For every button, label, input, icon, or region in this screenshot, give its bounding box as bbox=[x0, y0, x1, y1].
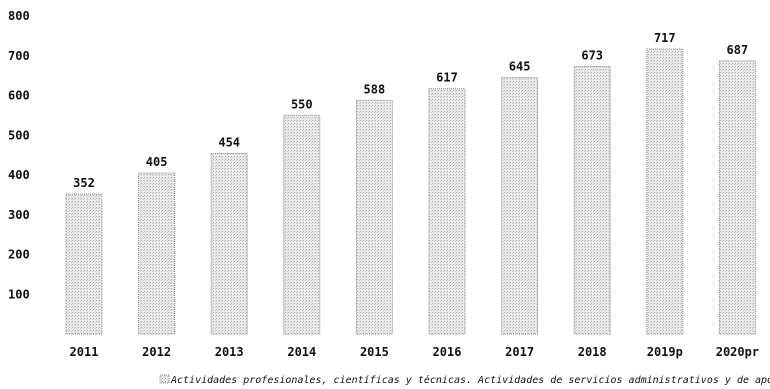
x-tick-label: 2017 bbox=[505, 345, 534, 359]
data-label: 687 bbox=[727, 43, 749, 57]
y-tick-label: 700 bbox=[8, 49, 30, 63]
bar bbox=[573, 65, 611, 335]
x-tick-label: 2012 bbox=[142, 345, 171, 359]
x-tick-label: 2011 bbox=[70, 345, 99, 359]
y-tick-label: 500 bbox=[8, 128, 30, 142]
data-label: 405 bbox=[146, 155, 168, 169]
y-tick-label: 400 bbox=[8, 168, 30, 182]
data-label: 550 bbox=[291, 97, 313, 111]
y-tick-label: 200 bbox=[8, 248, 30, 262]
x-tick-label: 2016 bbox=[433, 345, 462, 359]
x-tick-label: 2014 bbox=[287, 345, 316, 359]
bar bbox=[646, 48, 684, 335]
bar bbox=[283, 114, 321, 335]
y-axis: 100 200 300 400 500 600 700 800 bbox=[8, 9, 30, 301]
x-tick-label: 2015 bbox=[360, 345, 389, 359]
data-label: 588 bbox=[364, 82, 386, 96]
bar bbox=[138, 172, 176, 335]
bar bbox=[501, 77, 539, 335]
x-axis: 2011 2012 2013 2014 2015 2016 2017 2018 2019p 202… bbox=[70, 345, 760, 359]
legend-swatch bbox=[159, 374, 170, 384]
y-tick-label: 300 bbox=[8, 208, 30, 222]
data-label: 717 bbox=[654, 31, 676, 45]
y-tick-label: 100 bbox=[8, 287, 30, 301]
x-tick-label: 2018 bbox=[578, 345, 607, 359]
data-label: 352 bbox=[73, 176, 95, 190]
x-tick-label: 2020pr bbox=[716, 345, 759, 359]
x-tick-label: 2019p bbox=[647, 345, 683, 359]
legend-label: Actividades profesionales, científicas y… bbox=[170, 374, 770, 386]
y-tick-label: 600 bbox=[8, 89, 30, 103]
bar bbox=[65, 193, 103, 335]
y-tick-label: 800 bbox=[8, 9, 30, 23]
bars: 352 405 454 550 588 617 645 673 717 687 bbox=[65, 31, 756, 335]
bar bbox=[210, 153, 248, 335]
bar bbox=[428, 88, 466, 335]
data-label: 454 bbox=[218, 136, 240, 150]
x-tick-label: 2013 bbox=[215, 345, 244, 359]
bar bbox=[355, 99, 393, 335]
legend: Actividades profesionales, científicas y… bbox=[159, 374, 770, 386]
data-label: 673 bbox=[581, 48, 603, 62]
bar bbox=[718, 60, 756, 335]
data-label: 617 bbox=[436, 71, 458, 85]
data-label: 645 bbox=[509, 60, 531, 74]
